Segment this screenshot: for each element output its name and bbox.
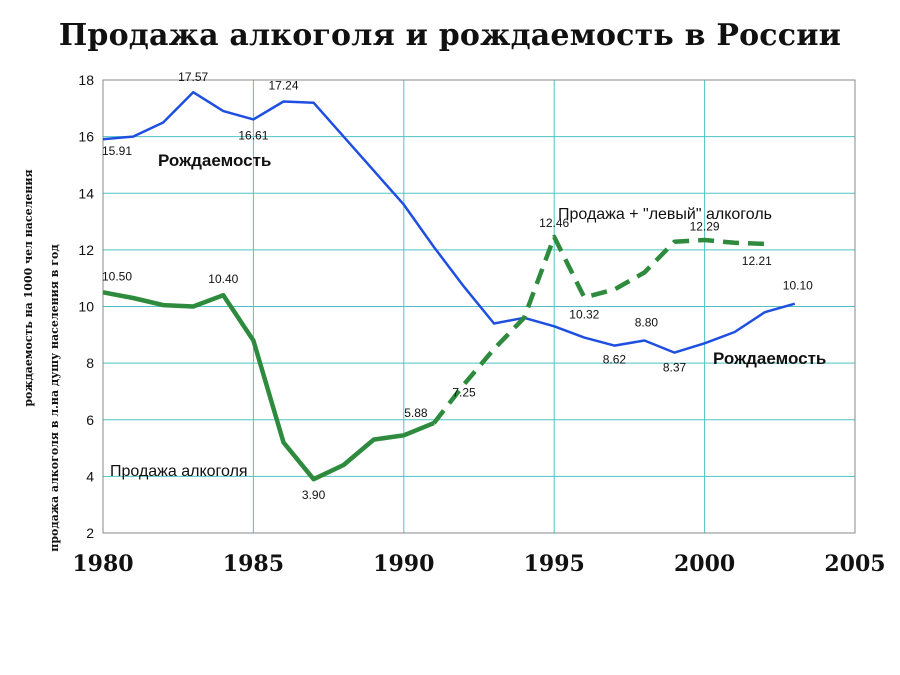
annotation-birth-top: Рождаемость xyxy=(158,151,271,170)
y-tick-label: 14 xyxy=(78,185,94,201)
data-label: 8.62 xyxy=(603,353,627,367)
data-label: 8.80 xyxy=(635,316,659,330)
x-tick-label: 2000 xyxy=(674,551,735,577)
series-line-alcohol_total xyxy=(432,234,765,425)
annotation-birth-bottom: Рождаемость xyxy=(713,349,826,368)
series-line-alcohol xyxy=(102,290,435,482)
data-label: 12.46 xyxy=(539,216,569,230)
x-tick-label: 1980 xyxy=(72,551,133,577)
x-axis-ticks: 1980 1985 1990 1995 2000 2005 xyxy=(72,551,885,577)
data-label: 3.90 xyxy=(302,488,326,502)
data-label: 15.91 xyxy=(102,144,132,158)
y-tick-label: 8 xyxy=(86,355,94,371)
data-label: 17.24 xyxy=(268,79,298,93)
y-tick-label: 2 xyxy=(86,525,94,541)
y-tick-label: 6 xyxy=(86,412,94,428)
y-axis-label-inner: продажа алкоголя в л.на душу населения в… xyxy=(48,244,61,551)
annotations: Рождаемость Рождаемость Продажа алкоголя… xyxy=(110,151,826,480)
annotation-alcohol: Продажа алкоголя xyxy=(110,463,248,480)
series-layer xyxy=(102,90,796,482)
x-tick-label: 2005 xyxy=(824,551,885,577)
data-label: 12.29 xyxy=(690,220,720,234)
data-label: 10.32 xyxy=(569,307,599,321)
x-tick-label: 1990 xyxy=(373,551,434,577)
data-labels: 15.91 17.57 16.61 17.24 8.62 8.80 8.37 10.10 10.… xyxy=(102,70,813,502)
y-tick-label: 16 xyxy=(78,129,94,145)
y-axis-label-outer: рождаемость на 1000 чел населения xyxy=(22,169,35,406)
chart-title: Продажа алкоголя и рождаемость в России xyxy=(58,18,842,53)
data-label: 16.61 xyxy=(238,128,268,142)
data-label: 8.37 xyxy=(663,361,687,375)
data-label: 17.57 xyxy=(178,70,208,84)
x-tick-label: 1995 xyxy=(524,551,585,577)
y-tick-label: 18 xyxy=(78,72,94,88)
y-axis-ticks: 2 4 6 8 10 12 14 16 18 xyxy=(78,72,94,541)
plot-frame xyxy=(102,79,856,534)
data-label: 10.10 xyxy=(783,279,813,293)
data-label: 5.88 xyxy=(404,406,428,420)
y-tick-label: 12 xyxy=(78,242,94,258)
data-label: 10.50 xyxy=(102,269,132,283)
series-line-birth xyxy=(102,90,796,354)
data-label: 12.21 xyxy=(742,254,772,268)
annotation-alcohol-total: Продажа + "левый" алкоголь xyxy=(558,206,772,223)
data-label: 7.25 xyxy=(452,385,476,399)
x-tick-label: 1985 xyxy=(223,551,284,577)
y-tick-label: 10 xyxy=(78,299,94,315)
data-label: 10.40 xyxy=(208,272,238,286)
y-tick-label: 4 xyxy=(86,468,94,484)
